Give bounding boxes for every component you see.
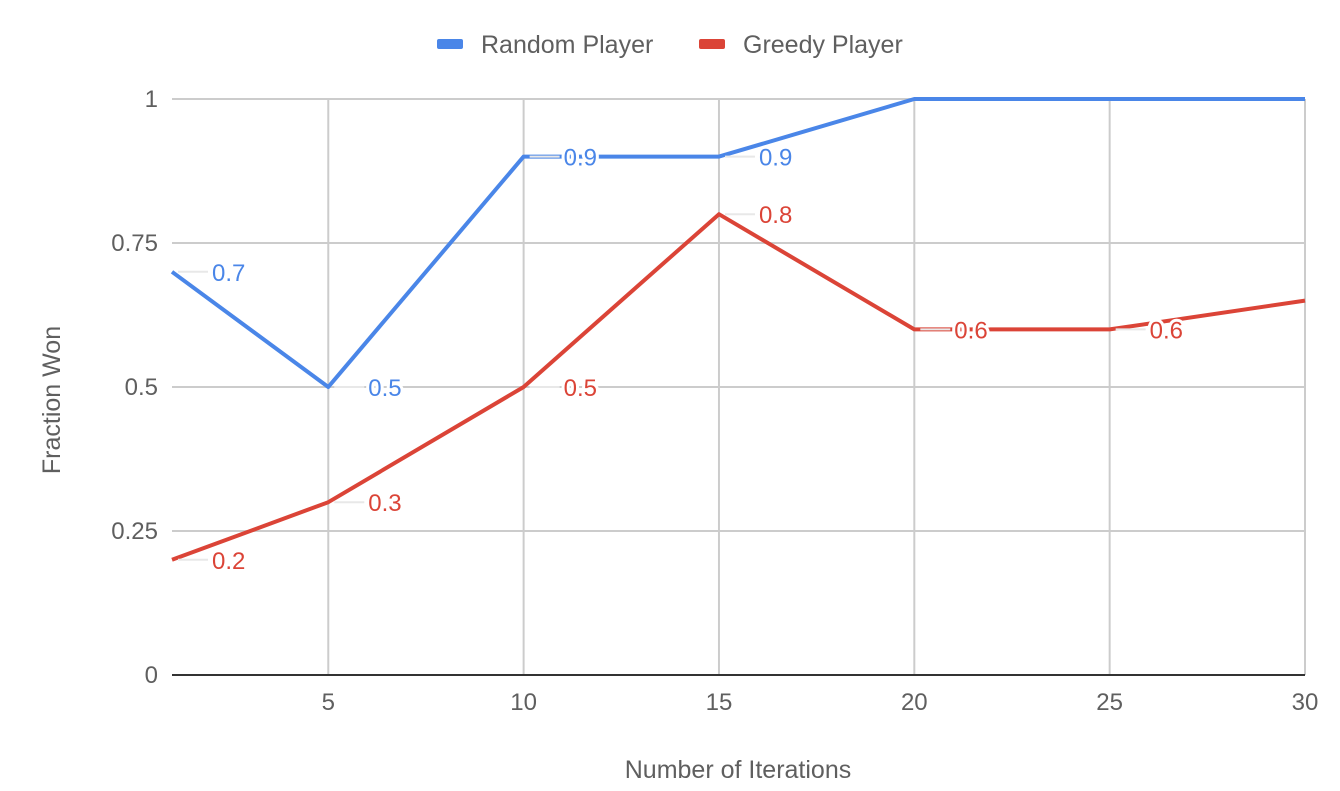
y-tick-label: 1 [145,86,158,113]
data-label: 0.5 [368,375,401,402]
legend: Random Player Greedy Player [437,31,903,59]
x-tick-label: 10 [510,689,537,716]
series-line-greedy-player [171,212,1306,562]
data-label: 0.2 [212,548,245,575]
y-tick-label: 0.5 [125,374,158,401]
data-label: 0.7 [212,260,245,287]
x-tick-label: 15 [706,689,733,716]
x-tick-label: 30 [1292,689,1319,716]
data-label: 0.8 [759,202,792,229]
data-label: 0.5 [564,375,597,402]
legend-swatch [699,39,725,49]
data-label: 0.9 [759,145,792,172]
x-tick-label: 20 [901,689,928,716]
y-tick-label: 0.75 [111,230,158,257]
data-label: 0.6 [954,317,987,344]
data-label: 0.9 [564,145,597,172]
y-axis-title: Fraction Won [38,326,66,474]
series-lines [170,97,1306,562]
legend-swatch [437,39,463,49]
data-label: 0.3 [368,490,401,517]
legend-label: Random Player [481,31,653,59]
legend-label: Greedy Player [743,31,903,59]
data-label: 0.6 [1150,317,1183,344]
x-axis-title: Number of Iterations [625,756,852,784]
data-labels: 0.7 0.5 0.9 0.9 0.2 0.3 0.5 0.8 0.6 0.6 [178,142,1186,578]
x-tick-label: 25 [1096,689,1123,716]
y-tick-label: 0 [145,662,158,689]
series-line-random-player [170,97,1305,389]
y-tick-label: 0.25 [111,518,158,545]
x-tick-label: 5 [322,689,335,716]
